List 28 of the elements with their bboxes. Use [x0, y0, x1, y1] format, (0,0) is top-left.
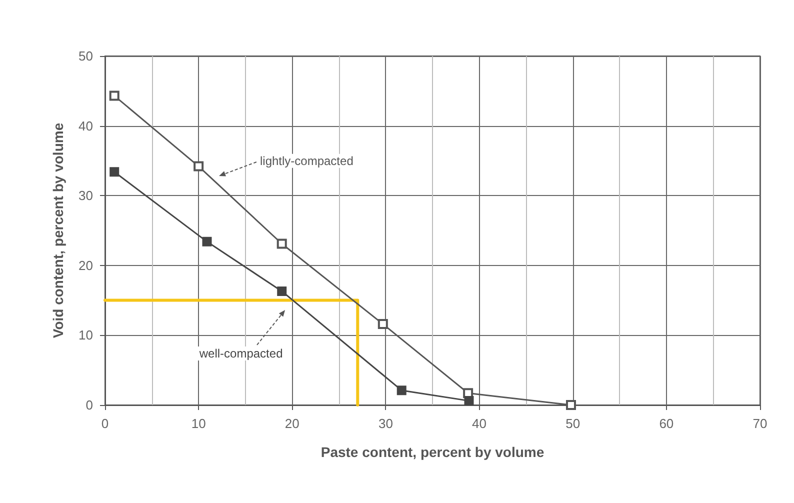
y-tick-label: 40: [78, 118, 93, 134]
y-axis-title: Void content, percent by volume: [50, 122, 66, 338]
x-tick-label: 70: [752, 416, 768, 431]
legend-label: lightly-compacted: [260, 154, 354, 168]
y-tick-label: 30: [78, 188, 93, 204]
y-tick-label: 10: [78, 328, 93, 343]
x-tick-label: 40: [472, 416, 487, 431]
x-tick-label: 20: [284, 416, 300, 431]
y-tick-label: 20: [78, 258, 93, 273]
x-tick-label: 50: [566, 416, 580, 431]
point: [277, 286, 287, 296]
point: [194, 161, 204, 172]
x-tick-label: 30: [378, 416, 393, 431]
y-tick-label: 50: [78, 48, 93, 64]
point: [464, 396, 474, 406]
text: well-compacted: [198, 346, 283, 360]
point: [110, 167, 120, 177]
x-tick-label: 0: [101, 416, 109, 431]
x-tick-label: 60: [659, 416, 674, 431]
point: [566, 400, 576, 410]
x-axis-title: Paste content, percent by volume: [320, 444, 544, 460]
x-tick-label: 10: [191, 416, 206, 431]
y-tick-label: 0: [86, 398, 93, 412]
point: [378, 319, 388, 330]
point: [109, 90, 120, 101]
point: [202, 236, 212, 246]
point: [396, 386, 406, 396]
point: [276, 238, 287, 249]
